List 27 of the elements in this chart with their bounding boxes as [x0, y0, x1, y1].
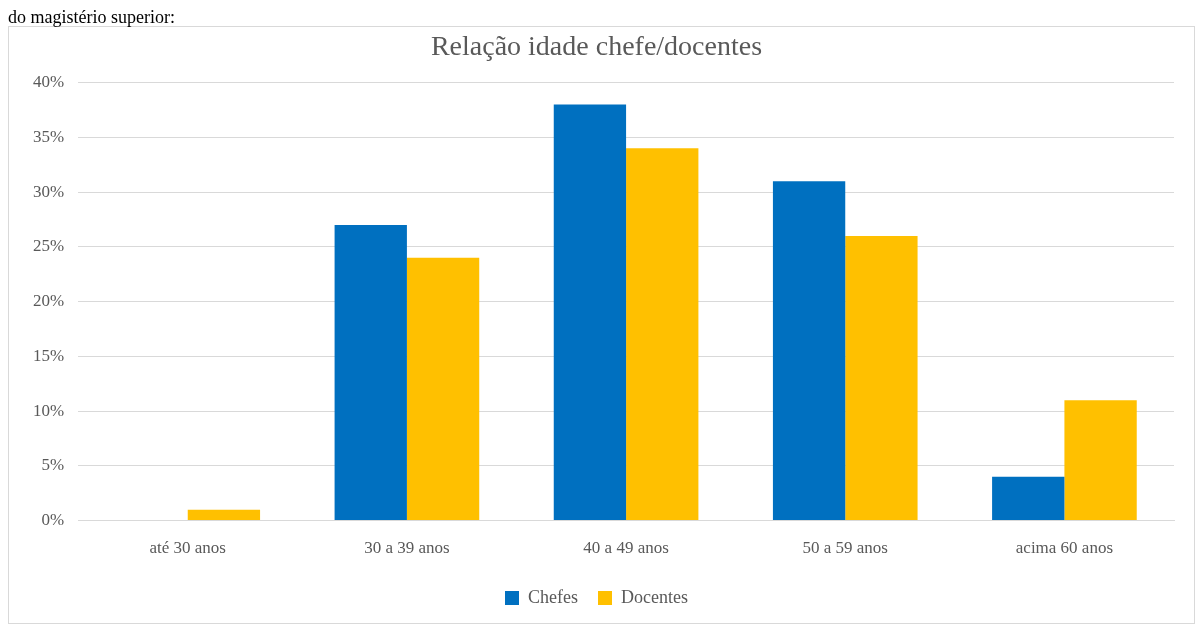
- y-tick-label: 30%: [32, 181, 65, 201]
- legend-label: Chefes: [528, 586, 579, 607]
- text: do magistério superior:: [8, 7, 176, 27]
- bar: [772, 181, 846, 521]
- x-tick-label: 30 a 39 anos: [364, 538, 450, 558]
- bar: [553, 104, 627, 521]
- bar: [626, 148, 699, 521]
- x-tick-label: 50 a 59 anos: [802, 538, 888, 558]
- y-tick-label: 5%: [41, 455, 65, 475]
- y-tick-label: 15%: [32, 345, 65, 365]
- bar: [334, 224, 407, 521]
- y-tick-label: 40%: [32, 72, 65, 92]
- x-tick-label: acima 60 anos: [1015, 538, 1114, 558]
- bar: [187, 509, 261, 521]
- y-tick-label: 35%: [32, 126, 65, 146]
- bar: [406, 257, 480, 521]
- legend-label: Docentes: [621, 586, 688, 607]
- y-tick-label: 0%: [41, 510, 65, 530]
- y-tick-label: 25%: [32, 236, 65, 256]
- x-tick-label: até 30 anos: [149, 538, 226, 558]
- bar: [845, 235, 918, 521]
- bar: [992, 476, 1065, 521]
- chart-title: Relação idade chefe/docentes: [430, 30, 763, 62]
- y-tick-label: 10%: [32, 400, 65, 420]
- bar: [1064, 400, 1137, 521]
- y-tick-label: 20%: [32, 291, 65, 311]
- x-tick-label: 40 a 49 anos: [583, 538, 669, 558]
